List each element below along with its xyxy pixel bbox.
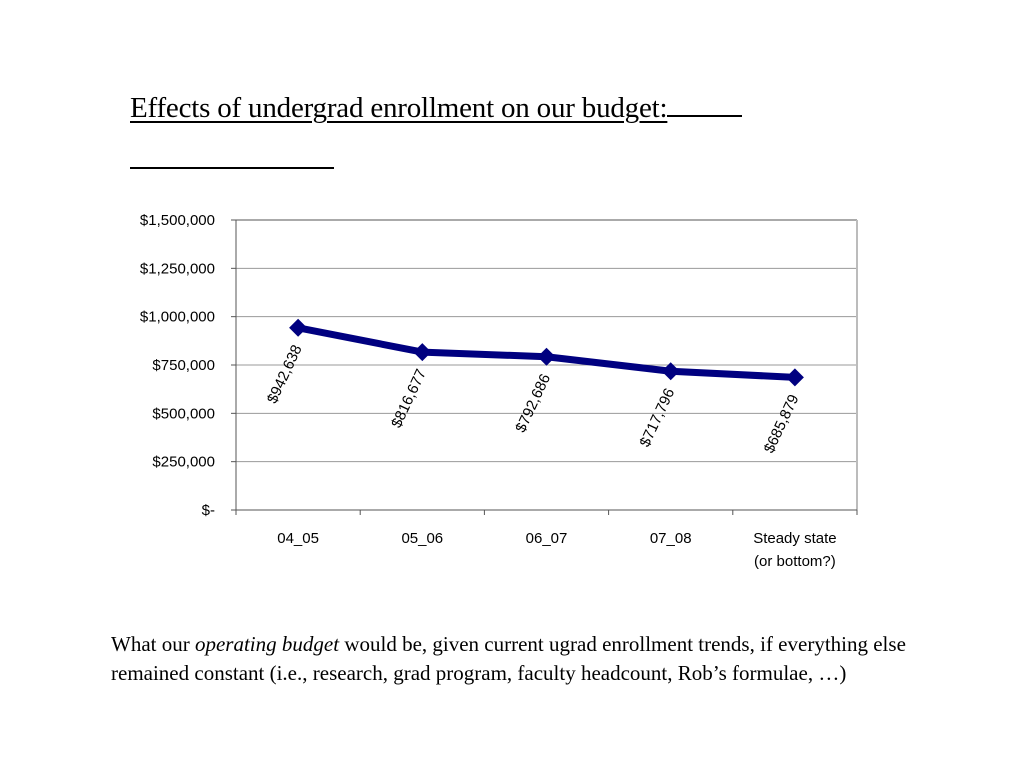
data-label: $816,677: [388, 367, 430, 431]
series-operating-budget: [289, 318, 804, 387]
x-tick-label: 05_06: [401, 530, 443, 547]
slide-title: Effects of undergrad enrollment on our b…: [130, 92, 743, 125]
data-label: $685,879: [761, 392, 803, 456]
data-point-marker: [537, 347, 556, 366]
x-tick-label: 04_05: [277, 530, 319, 547]
y-tick-label: $1,000,000: [140, 309, 215, 326]
data-point-marker: [413, 343, 432, 362]
slide-title-text: Effects of undergrad enrollment on our b…: [130, 92, 668, 124]
caption-emphasis: operating budget: [194, 632, 340, 656]
y-tick-label: $500,000: [152, 405, 215, 422]
title-blank-line-2: [130, 167, 334, 169]
slide-caption: What our operating budget would be, give…: [111, 630, 931, 688]
data-label: $717,796: [636, 386, 678, 450]
caption-text-before: What our: [111, 632, 195, 656]
data-point-marker: [289, 318, 308, 337]
caption-text-after: would be, given current ugrad enrollment…: [111, 632, 906, 685]
y-tick-label: $-: [202, 502, 215, 519]
x-tick-label: (or bottom?): [754, 553, 836, 570]
y-tick-label: $1,250,000: [140, 260, 215, 277]
x-tick-label: Steady state: [753, 530, 836, 547]
y-tick-label: $250,000: [152, 454, 215, 471]
x-tick-label: 07_08: [650, 530, 692, 547]
data-point-marker: [661, 362, 680, 381]
y-tick-label: $750,000: [152, 357, 215, 374]
y-tick-label: $1,500,000: [140, 212, 215, 229]
data-point-marker: [785, 368, 804, 387]
title-blank-line: [667, 93, 743, 117]
data-label: $792,686: [512, 371, 554, 435]
x-axis-ticks: 04_05 05_06 06_07 07_08 Steady state (or bott…: [235, 510, 858, 570]
y-axis-ticks: $- $250,000 $500,000 $750,000 $1,000,000 $1,2…: [140, 212, 236, 519]
x-tick-label: 06_07: [526, 530, 568, 547]
data-label: $942,638: [264, 342, 306, 406]
